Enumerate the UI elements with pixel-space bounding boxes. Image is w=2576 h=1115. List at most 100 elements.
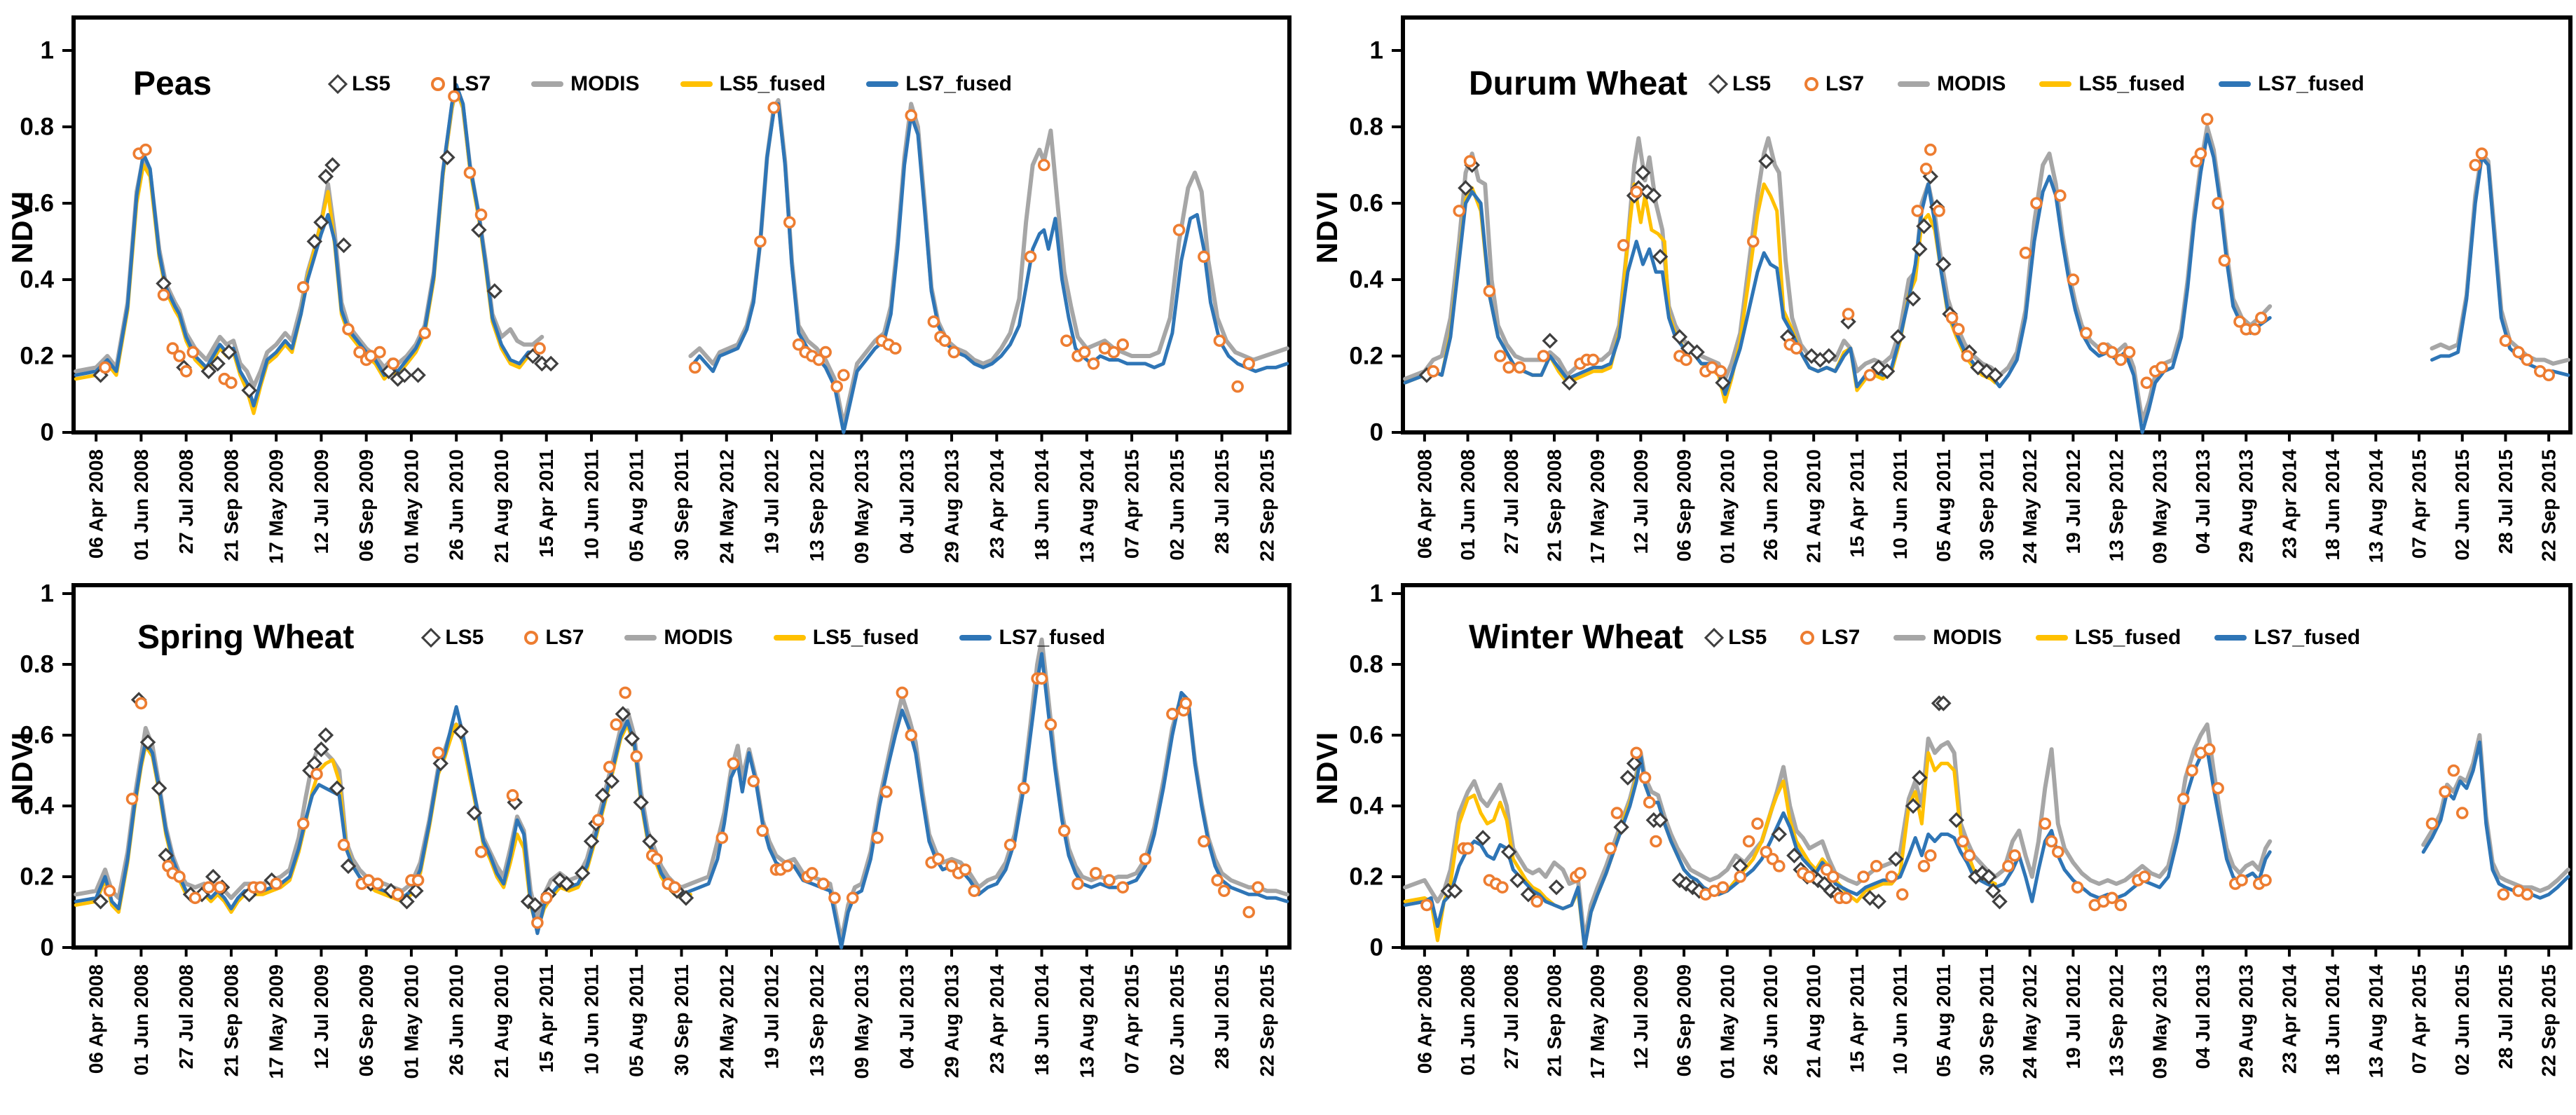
y-tick-label: 0.2 [20, 863, 54, 891]
LS7-marker [391, 888, 404, 901]
x-tick-label: 27 Jul 2008 [1500, 964, 1522, 1069]
LS7-marker [1252, 881, 1264, 894]
x-tick-label: 05 Aug 2011 [1933, 449, 1954, 562]
LS7-marker [1242, 357, 1255, 370]
legend-item-LS5: LS5 [1708, 72, 1771, 96]
x-tick-label: 27 Jul 2008 [1500, 449, 1522, 554]
legend-item-LS5_fused: LS5_fused [680, 72, 825, 96]
panel-title: Winter Wheat [1469, 619, 1684, 656]
LS7-marker [2067, 273, 2080, 286]
y-tick-label: 0.6 [1349, 190, 1383, 217]
LS7-marker [1961, 350, 1974, 362]
x-tick-label: 18 Jun 2014 [1031, 449, 1053, 561]
LS7-marker [1116, 881, 1130, 894]
LS5-marker [594, 787, 611, 804]
LS7-marker [296, 817, 310, 830]
legend-line-swatch [531, 81, 564, 87]
x-tick-label: 21 Aug 2010 [491, 449, 512, 563]
LS5-marker [1888, 851, 1904, 868]
legend-item-LS5: LS5 [421, 626, 484, 650]
LS7-marker [1714, 364, 1727, 378]
LS7-marker [2002, 860, 2015, 873]
LS7-marker [2521, 353, 2534, 367]
LS5-marker [1870, 894, 1887, 910]
diamond-marker-icon [327, 74, 348, 95]
x-tick-label: 13 Aug 2014 [2365, 964, 2387, 1079]
panel-spring-wheat: 0 0.2 0.4 0.6 0.8 1 06 Apr 2008 01 Jun 2008 27 J… [20, 580, 1292, 1079]
x-tick-label: 22 Sep 2015 [1256, 964, 1277, 1076]
LS7-marker [1790, 342, 1803, 355]
x-tick-label: 19 Jul 2012 [2062, 964, 2084, 1069]
LS5-marker [574, 865, 591, 882]
x-tick-label: 01 Jun 2008 [130, 449, 152, 561]
LS5-marker [432, 755, 448, 772]
LS7-marker [1617, 239, 1630, 252]
circle-marker-icon [524, 631, 539, 645]
LS7-marker [938, 334, 952, 348]
LS5-marker [1980, 868, 1997, 885]
x-tick-label: 05 Aug 2011 [626, 964, 648, 1077]
LS7-marker [896, 686, 909, 699]
LS7-marker [1773, 860, 1786, 873]
LS5-marker [1635, 165, 1651, 181]
LS7-marker [2212, 781, 2224, 795]
LS7-marker [968, 884, 980, 897]
LS7-marker [905, 729, 918, 741]
LS5-marker [139, 734, 156, 751]
legend-line-swatch [680, 81, 713, 87]
LS7-marker [1863, 369, 1877, 382]
y-tick-label: 0.8 [20, 651, 54, 678]
LS7-marker [2542, 369, 2555, 382]
legend-line-swatch [2219, 81, 2252, 87]
y-tick-label: 1 [41, 580, 54, 608]
LS7-marker [411, 874, 425, 887]
LS7-marker [173, 350, 186, 362]
LS5-marker [221, 344, 237, 360]
LS7-marker [2212, 197, 2224, 210]
series-LS5_fused [74, 87, 544, 416]
LS5-marker [93, 894, 109, 910]
LS5-marker [1639, 184, 1655, 200]
x-tick-label: 13 Aug 2014 [1076, 964, 1097, 1079]
LS7-marker [2186, 764, 2198, 777]
x-tick-label: 19 Jul 2012 [761, 449, 783, 554]
x-tick-label: 05 Aug 2011 [1933, 964, 1954, 1077]
LS7-marker [1587, 353, 1600, 367]
LS7-marker [1630, 185, 1643, 198]
LS7-marker [792, 338, 805, 351]
LS5-marker [1500, 844, 1517, 860]
circle-marker-icon [1800, 631, 1815, 645]
LS7-marker [1071, 877, 1084, 890]
LS7-marker [2123, 346, 2136, 359]
LS7-marker [756, 824, 769, 837]
LS7-marker [591, 814, 605, 826]
legend-label: MODIS [1933, 626, 2002, 649]
LS7-marker [783, 216, 796, 229]
legend-label: LS5 [352, 72, 391, 95]
LS5-marker [1652, 249, 1669, 265]
LS7-marker [1917, 860, 1931, 873]
LS5-marker [151, 780, 167, 797]
LS7-marker [619, 686, 631, 699]
legend-item-LS5_fused: LS5_fused [2039, 72, 2185, 96]
LS7-marker [310, 767, 323, 781]
LS7-marker [1896, 888, 1909, 901]
LS7-marker [1751, 817, 1764, 830]
x-tick-label: 13 Sep 2012 [806, 964, 828, 1076]
x-tick-label: 07 Apr 2015 [2409, 964, 2430, 1074]
x-tick-label: 30 Sep 2011 [671, 964, 692, 1076]
x-tick-label: 29 Aug 2013 [941, 964, 963, 1078]
LS7-marker [186, 346, 200, 359]
legend-line-swatch [1898, 81, 1931, 87]
x-tick-label: 22 Sep 2015 [1256, 449, 1277, 561]
panel-header-spring-wheat: Spring Wheat LS5 LS7 MODIS LS5_fused LS7_fus… [137, 613, 1105, 663]
series-LS7_fused [74, 83, 544, 408]
LS5-marker [1671, 329, 1688, 346]
LS7-marker [1574, 867, 1587, 880]
LS5-marker [397, 367, 413, 383]
legend-label: LS7 [1821, 626, 1861, 649]
LS7-marker [474, 845, 488, 859]
x-tick-label: 24 May 2012 [715, 964, 737, 1079]
series-LS5 [1418, 153, 2003, 391]
